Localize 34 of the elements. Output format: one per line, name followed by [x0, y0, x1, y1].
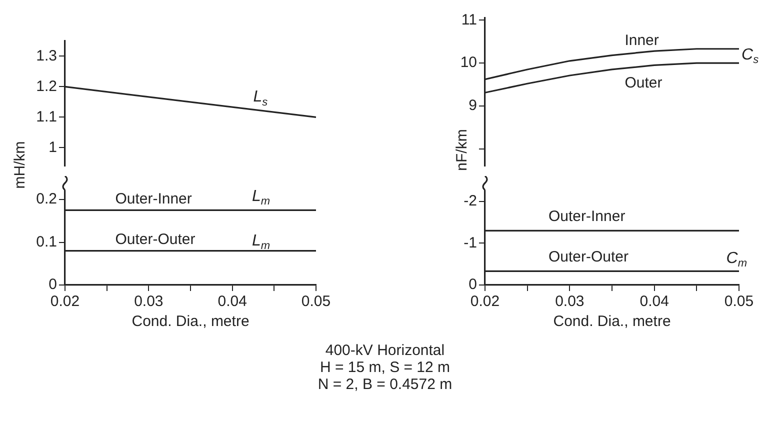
y-axis-title: nF/km [454, 129, 470, 171]
x-tick-label: 0.05 [301, 293, 331, 310]
series-label: Inner [624, 32, 659, 50]
y-tick-label: 11 [461, 11, 477, 28]
y-tick-label: 1 [48, 138, 57, 156]
y-axis-title: mH/km [12, 141, 28, 189]
x-axis-title: Cond. Dia., metre [132, 313, 250, 330]
x-tick-label: 0.03 [134, 293, 164, 310]
y-tick-label: 0.1 [36, 233, 57, 250]
y-tick-label: 0 [468, 276, 477, 294]
text: N = 2, B = 0.4572 m [316, 376, 454, 393]
text: 400-kV Horizontal [324, 342, 446, 359]
y-tick-label: 1.1 [36, 108, 57, 126]
y-tick-label: 10 [460, 54, 477, 72]
x-tick-label: 0.02 [470, 293, 500, 310]
y-tick-label: 1.3 [36, 47, 57, 64]
series-label: Outer-Outer [115, 230, 196, 248]
x-tick-label: 0.03 [555, 293, 584, 310]
x-tick-label: 0.04 [218, 293, 247, 310]
y-tick-label: -2 [464, 192, 477, 210]
x-tick-label: 0.02 [50, 293, 80, 310]
y-tick-label: 1.2 [36, 78, 57, 95]
y-tick-label: 9 [468, 97, 477, 114]
x-axis-title: Cond. Dia., metre [553, 313, 671, 330]
series-label: Outer-Inner [115, 190, 192, 208]
x-tick-label: 0.04 [640, 293, 669, 310]
series-label: Outer-Inner [548, 208, 626, 225]
series-label: Outer [624, 74, 662, 92]
y-tick-label: -1 [464, 234, 477, 252]
text: H = 15 m, S = 12 m [318, 359, 452, 376]
x-tick-label: 0.05 [724, 293, 754, 310]
y-tick-label: 0.2 [36, 190, 57, 208]
y-tick-label: 0 [48, 276, 57, 294]
series-label: Outer-Outer [548, 248, 629, 266]
